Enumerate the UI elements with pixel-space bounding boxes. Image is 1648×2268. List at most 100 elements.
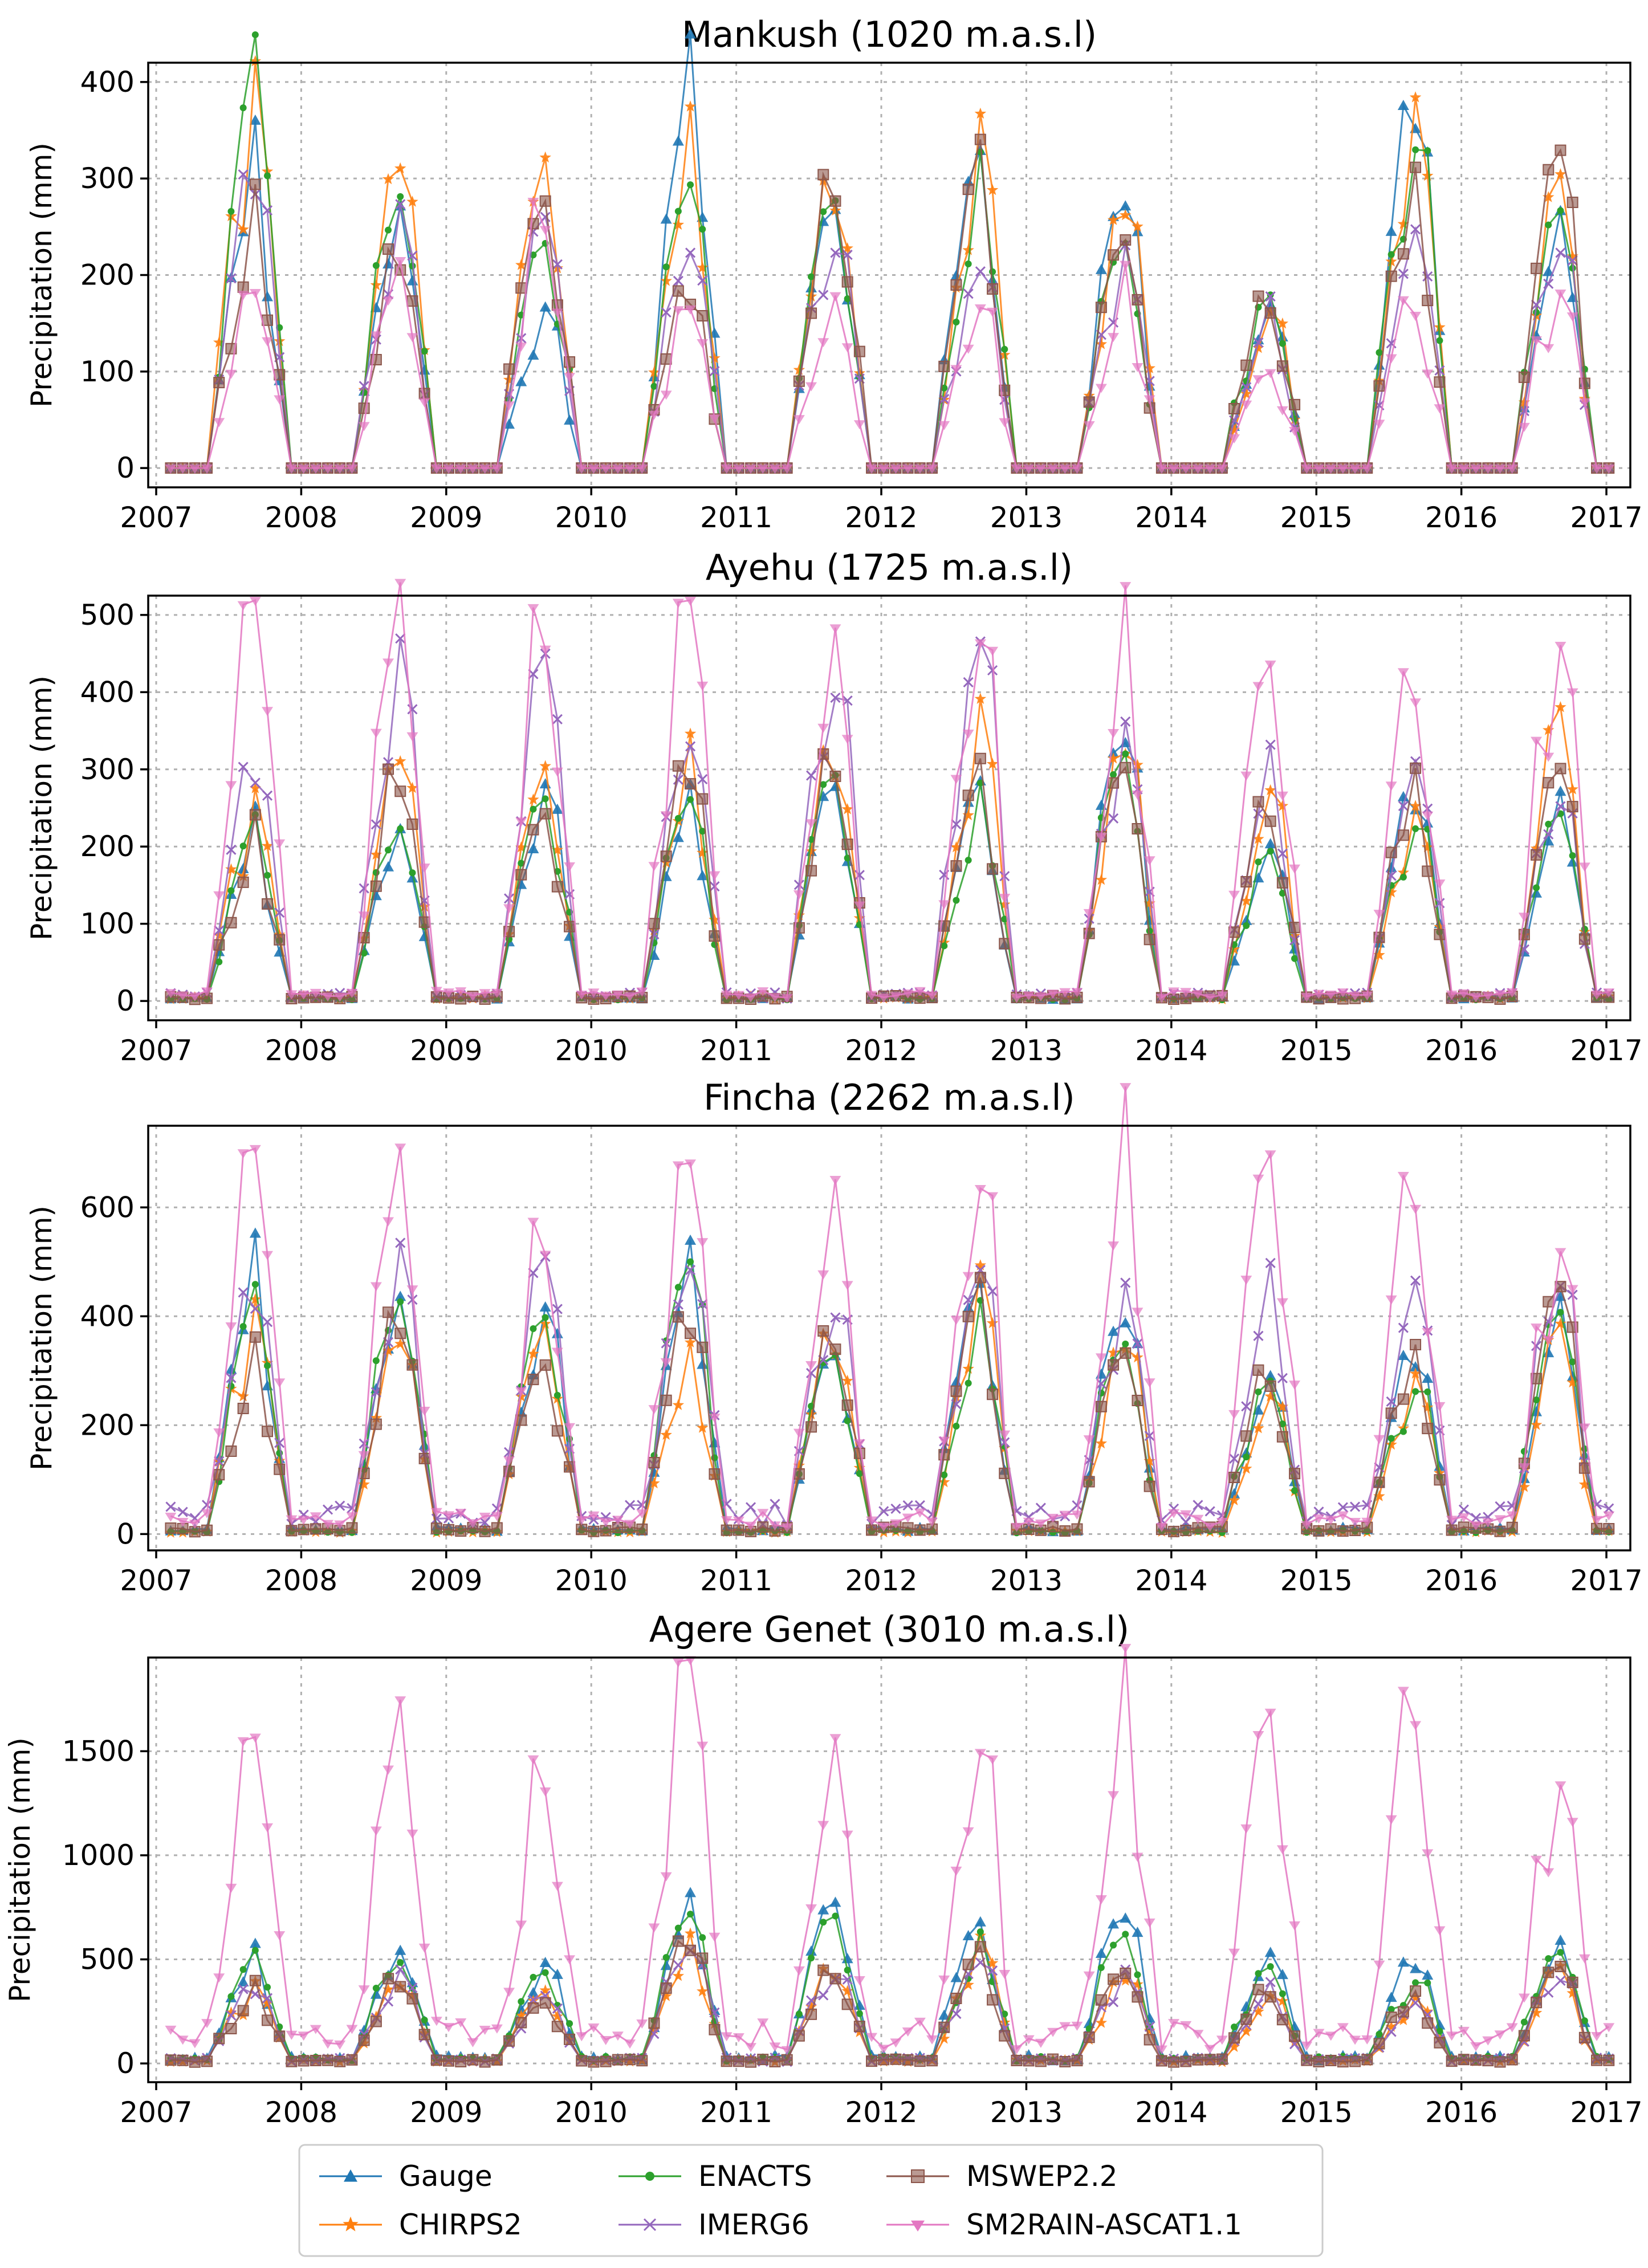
data-point bbox=[636, 1523, 648, 1535]
data-point bbox=[576, 1524, 588, 1536]
data-point bbox=[950, 1316, 962, 1325]
data-point bbox=[976, 1928, 984, 1936]
data-point bbox=[213, 336, 225, 348]
data-point bbox=[588, 465, 600, 474]
data-point bbox=[769, 1521, 781, 1531]
data-point bbox=[696, 261, 709, 273]
data-point bbox=[322, 1504, 333, 1515]
data-point bbox=[262, 1317, 273, 1328]
data-point bbox=[213, 891, 225, 901]
data-point bbox=[1555, 1781, 1566, 1791]
data-point bbox=[1301, 993, 1313, 1003]
data-point bbox=[539, 1984, 551, 1996]
data-point bbox=[239, 104, 247, 112]
data-point bbox=[866, 1524, 878, 1536]
data-point bbox=[941, 942, 948, 950]
data-point bbox=[189, 2056, 201, 2068]
data-point bbox=[430, 1522, 442, 1534]
y-axis-label: Precipitation (mm) bbox=[3, 1737, 36, 2002]
data-point bbox=[1494, 990, 1506, 1000]
data-point bbox=[1581, 2017, 1588, 2025]
data-point bbox=[697, 1298, 708, 1309]
data-point bbox=[346, 1522, 358, 1534]
data-point bbox=[1264, 369, 1276, 378]
data-point bbox=[527, 349, 539, 360]
data-point bbox=[238, 1984, 249, 1994]
data-point bbox=[588, 2056, 600, 2068]
series-sm2rain-ascat1-1 bbox=[165, 1644, 1615, 2055]
data-point bbox=[1279, 340, 1286, 347]
data-point bbox=[515, 841, 527, 853]
data-point bbox=[264, 172, 271, 180]
data-point bbox=[672, 1658, 684, 1668]
data-point bbox=[1083, 1435, 1095, 1445]
data-point bbox=[636, 987, 648, 997]
data-point bbox=[926, 1517, 938, 1527]
legend-marker bbox=[911, 2169, 925, 2183]
data-point bbox=[177, 2035, 189, 2045]
data-point bbox=[650, 382, 658, 390]
data-point bbox=[841, 343, 853, 353]
data-point bbox=[225, 2023, 237, 2034]
data-point bbox=[225, 917, 237, 929]
data-point bbox=[395, 1964, 406, 1975]
data-point bbox=[1276, 2014, 1288, 2026]
data-point bbox=[1470, 993, 1482, 1003]
data-point bbox=[709, 881, 720, 892]
data-point bbox=[1228, 2032, 1240, 2044]
data-point bbox=[962, 1827, 974, 1837]
data-point bbox=[914, 1500, 925, 1510]
data-point bbox=[1578, 1478, 1591, 1490]
data-point bbox=[1385, 886, 1397, 898]
data-point bbox=[1398, 1322, 1409, 1333]
data-point bbox=[430, 987, 442, 996]
data-point bbox=[213, 1469, 225, 1481]
data-point bbox=[298, 2055, 310, 2067]
data-point bbox=[1252, 1422, 1264, 1434]
data-point bbox=[793, 1468, 805, 1480]
data-point bbox=[1361, 1517, 1373, 1527]
data-point bbox=[1120, 762, 1132, 773]
data-point bbox=[793, 1428, 805, 1438]
data-point bbox=[1566, 1818, 1578, 1827]
y-tick-label: 500 bbox=[80, 1943, 135, 1976]
data-point bbox=[1482, 2036, 1494, 2046]
data-point bbox=[1421, 169, 1434, 181]
data-point bbox=[1373, 910, 1385, 919]
data-point bbox=[1240, 2025, 1252, 2037]
data-point bbox=[660, 1394, 672, 1406]
data-point bbox=[503, 893, 515, 904]
data-point bbox=[1134, 1971, 1141, 1978]
data-point bbox=[685, 28, 697, 39]
data-point bbox=[986, 758, 999, 769]
data-point bbox=[1108, 249, 1120, 261]
data-point bbox=[274, 1463, 286, 1475]
data-point bbox=[1228, 402, 1240, 414]
data-point bbox=[890, 2038, 902, 2048]
data-point bbox=[177, 1518, 189, 1528]
data-point bbox=[358, 1478, 370, 1490]
data-point bbox=[1252, 1364, 1264, 1376]
data-point bbox=[227, 887, 235, 894]
data-point bbox=[684, 1927, 697, 1939]
data-point bbox=[1120, 1967, 1132, 1979]
data-point bbox=[576, 1516, 588, 1525]
data-point bbox=[1506, 1511, 1518, 1521]
data-point bbox=[1072, 1500, 1083, 1511]
data-point bbox=[382, 1345, 394, 1356]
data-point bbox=[201, 1500, 213, 1510]
data-point bbox=[1240, 1462, 1252, 1474]
data-point bbox=[938, 2009, 950, 2020]
data-point bbox=[856, 1470, 863, 1477]
data-point bbox=[226, 844, 237, 855]
data-point bbox=[551, 299, 563, 311]
data-point bbox=[1434, 365, 1445, 376]
x-tick-label: 2009 bbox=[410, 2096, 482, 2129]
data-point bbox=[950, 1993, 962, 2005]
data-point bbox=[322, 2039, 334, 2049]
data-point bbox=[769, 2056, 781, 2068]
data-point bbox=[987, 665, 998, 676]
data-point bbox=[1228, 1410, 1240, 1419]
data-point bbox=[1071, 988, 1083, 997]
data-point bbox=[455, 465, 467, 474]
